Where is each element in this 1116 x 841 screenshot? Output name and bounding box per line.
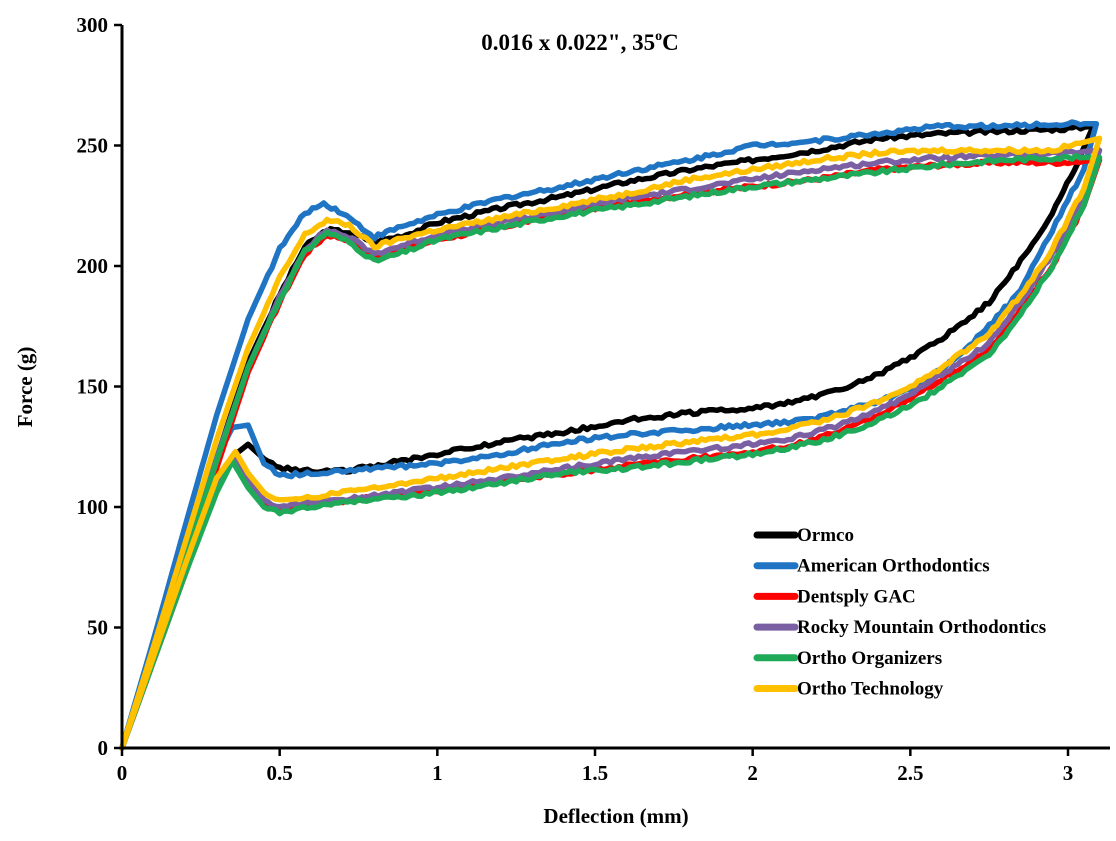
plot-lines	[119, 119, 1103, 751]
x-tick-label: 0	[117, 761, 128, 785]
x-axis-title: Deflection (mm)	[543, 804, 688, 828]
series-line-5	[119, 152, 1103, 751]
legend-label: Ortho Technology	[797, 679, 944, 700]
legend-label: Rocky Mountain Orthodontics	[797, 617, 1046, 638]
y-tick-label: 50	[87, 616, 108, 640]
y-tick-label: 150	[77, 375, 109, 399]
legend-label: American Orthodontics	[797, 556, 990, 577]
legend-label: Ormco	[797, 525, 854, 546]
y-ticks: 0 50 100 150 200 250 300	[77, 13, 122, 760]
chart-title: 0.016 x 0.022", 35oC	[481, 29, 678, 55]
y-tick-label: 200	[77, 254, 109, 278]
series-line-2	[119, 119, 1100, 751]
y-tick-label: 0	[98, 736, 109, 760]
x-ticks: 0 0.5 1 1.5 2 2.5 3	[117, 748, 1074, 785]
chart-title-superscript: o	[655, 29, 662, 44]
x-tick-label: 1.5	[582, 761, 608, 785]
x-tick-label: 2.5	[897, 761, 923, 785]
x-tick-label: 1	[432, 761, 443, 785]
y-tick-label: 300	[77, 13, 109, 37]
chart-title-main: 0.016 x 0.022", 35	[481, 30, 655, 55]
y-axis-title: Force (g)	[13, 347, 37, 428]
y-tick-label: 100	[77, 495, 109, 519]
series-line-4	[119, 147, 1103, 751]
legend-label: Dentsply GAC	[797, 586, 916, 607]
chart-title-suffix: C	[662, 30, 679, 55]
y-tick-label: 250	[77, 134, 109, 158]
legend: Ormco American Orthodontics Dentsply GAC Ro…	[753, 525, 1046, 700]
series-line-1	[119, 123, 1096, 751]
legend-label: Ortho Organizers	[797, 648, 942, 669]
series-line-6	[119, 135, 1103, 751]
x-tick-label: 2	[747, 761, 758, 785]
x-tick-label: 0.5	[267, 761, 293, 785]
x-tick-label: 3	[1063, 761, 1074, 785]
